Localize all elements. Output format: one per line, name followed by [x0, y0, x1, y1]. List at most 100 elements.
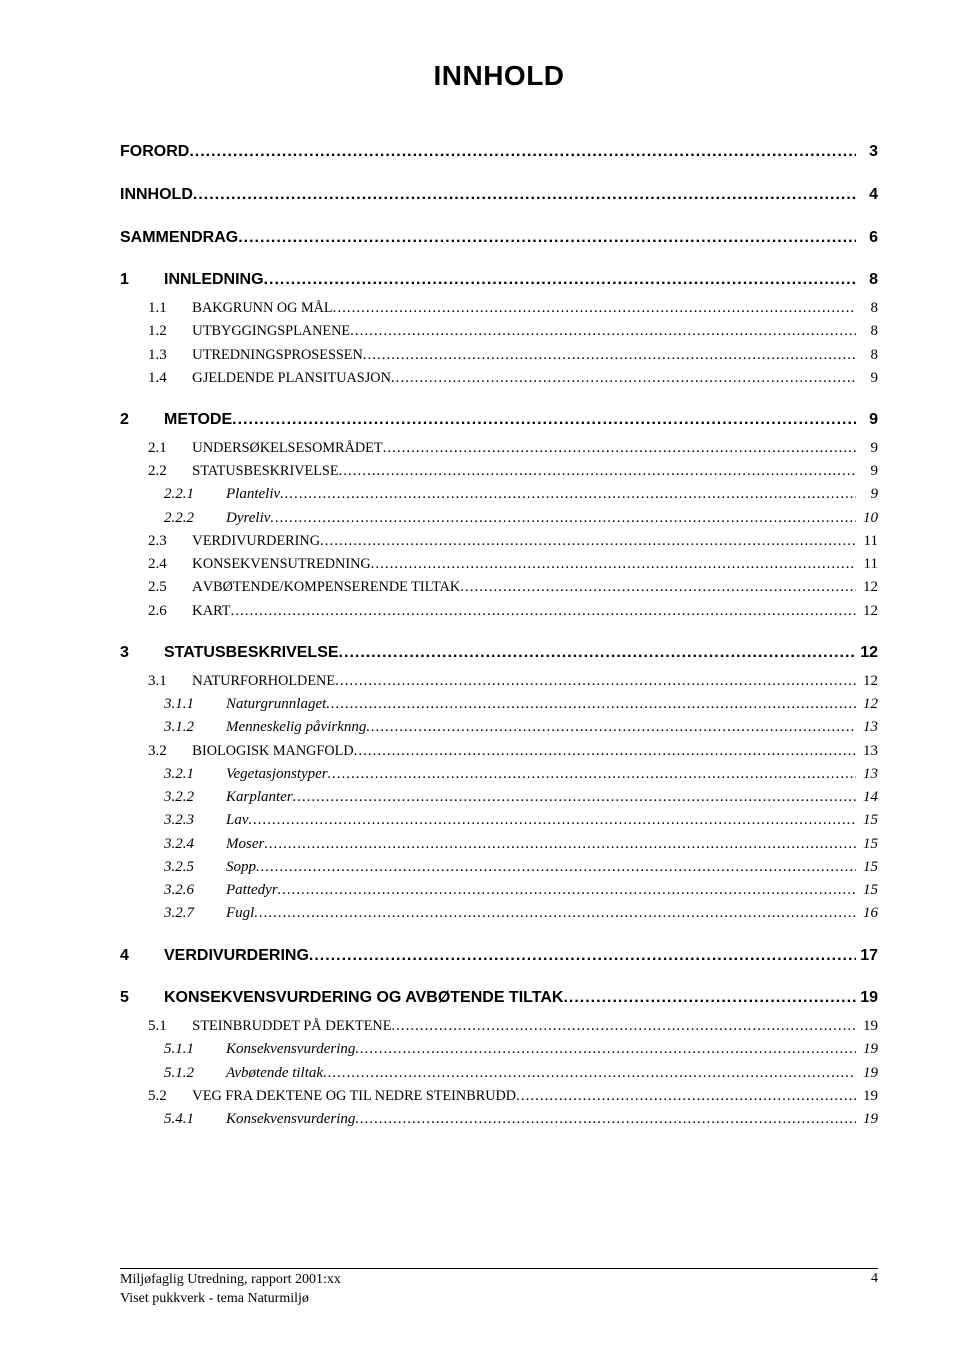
toc-entry-number: 4 [120, 944, 164, 969]
toc-entry-number: 1.1 [148, 297, 192, 320]
toc-leader [354, 740, 856, 763]
toc-entry-label: AVBØTENDE/KOMPENSERENDE TILTAK [192, 576, 460, 599]
toc-row: 1.4GJELDENDE PLANSITUASJON 9 [148, 367, 878, 390]
toc-row: 5.1STEINBRUDDET PÅ DEKTENE19 [148, 1015, 878, 1038]
toc-leader [563, 986, 856, 1011]
toc-entry-number: 3.2.5 [164, 856, 226, 879]
toc-row: 1.3UTREDNINGSPROSESSEN8 [148, 344, 878, 367]
toc-leader [355, 1038, 856, 1061]
toc-entry-label: VEG FRA DEKTENE OG TIL NEDRE STEINBRUDD [192, 1085, 516, 1108]
toc-row: 3.2.4Moser15 [164, 833, 878, 856]
toc-row: 2.2.1Planteliv9 [164, 483, 878, 506]
toc-entry-page: 19 [856, 986, 878, 1011]
toc-leader [232, 408, 856, 433]
toc-leader [238, 226, 856, 251]
toc-leader [366, 716, 856, 739]
toc-entry-page: 9 [856, 408, 878, 433]
toc-entry-page: 19 [856, 1015, 878, 1038]
toc-row: FORORD3 [120, 140, 878, 165]
page-title: INNHOLD [120, 60, 878, 92]
toc-row: 3.1.2Menneskelig påvirknng13 [164, 716, 878, 739]
toc-entry-number: 3.2.1 [164, 763, 226, 786]
toc-entry-label: UTREDNINGSPROSESSEN [192, 344, 363, 367]
toc-entry-label: Avbøtende tiltak [226, 1062, 323, 1085]
toc-entry-label: Menneskelig påvirknng [226, 716, 366, 739]
toc-leader [249, 809, 857, 832]
table-of-contents: FORORD3INNHOLD4SAMMENDRAG61INNLEDNING81.… [120, 140, 878, 1131]
toc-row: 3.2.5Sopp15 [164, 856, 878, 879]
toc-leader [335, 670, 856, 693]
toc-entry-number: 3.2.7 [164, 902, 226, 925]
toc-entry-label: Fugl [226, 902, 254, 925]
toc-leader [333, 297, 856, 320]
toc-entry-page: 15 [856, 833, 878, 856]
toc-entry-page: 16 [856, 902, 878, 925]
toc-leader [264, 268, 856, 293]
toc-leader [460, 576, 856, 599]
toc-entry-label: METODE [164, 408, 232, 433]
toc-entry-label: Naturgrunnlaget [226, 693, 326, 716]
footer-line-2: Viset pukkverk - tema Naturmiljø [120, 1290, 341, 1309]
toc-entry-page: 12 [856, 600, 878, 623]
toc-entry-number: 3.2 [148, 740, 192, 763]
toc-entry-number: 2.1 [148, 437, 192, 460]
toc-entry-label: GJELDENDE PLANSITUASJON [192, 367, 391, 390]
toc-entry-number: 5.2 [148, 1085, 192, 1108]
toc-leader [193, 183, 856, 208]
toc-entry-number: 1.4 [148, 367, 192, 390]
toc-entry-page: 12 [856, 641, 878, 666]
toc-row: 2METODE9 [120, 408, 878, 433]
toc-row: 5.1.2Avbøtende tiltak 19 [164, 1062, 878, 1085]
toc-row: 3.2.2Karplanter14 [164, 786, 878, 809]
footer-left: Miljøfaglig Utredning, rapport 2001:xx V… [120, 1271, 341, 1309]
toc-row: 2.6KART12 [148, 600, 878, 623]
toc-leader [326, 693, 856, 716]
toc-entry-page: 13 [856, 740, 878, 763]
toc-row: 3.1.1Naturgrunnlaget 12 [164, 693, 878, 716]
toc-entry-number: 3 [120, 641, 164, 666]
toc-entry-page: 12 [856, 693, 878, 716]
toc-entry-label: STEINBRUDDET PÅ DEKTENE [192, 1015, 391, 1038]
toc-leader [293, 786, 856, 809]
toc-entry-page: 19 [856, 1062, 878, 1085]
toc-entry-number: 2.4 [148, 553, 192, 576]
toc-entry-page: 10 [856, 507, 878, 530]
toc-row: 3STATUSBESKRIVELSE12 [120, 641, 878, 666]
toc-row: 1.2UTBYGGINGSPLANENE8 [148, 320, 878, 343]
toc-row: 5KONSEKVENSVURDERING OG AVBØTENDE TILTAK… [120, 986, 878, 1011]
toc-leader [320, 530, 856, 553]
toc-row: 3.1NATURFORHOLDENE12 [148, 670, 878, 693]
toc-entry-label: Pattedyr [226, 879, 278, 902]
toc-entry-number: 2.3 [148, 530, 192, 553]
toc-leader [280, 483, 856, 506]
toc-entry-page: 15 [856, 879, 878, 902]
toc-leader [391, 367, 856, 390]
toc-entry-number: 2.2.1 [164, 483, 226, 506]
toc-entry-page: 8 [856, 344, 878, 367]
toc-leader [355, 1108, 856, 1131]
toc-leader [231, 600, 857, 623]
toc-row: 2.2STATUSBESKRIVELSE9 [148, 460, 878, 483]
toc-entry-page: 15 [856, 809, 878, 832]
toc-entry-page: 12 [856, 576, 878, 599]
toc-row: 2.1UNDERSØKELSESOMRÅDET9 [148, 437, 878, 460]
toc-entry-number: 5.1.2 [164, 1062, 226, 1085]
toc-entry-page: 9 [856, 367, 878, 390]
toc-leader [270, 507, 856, 530]
toc-entry-number: 3.1.1 [164, 693, 226, 716]
toc-entry-label: KART [192, 600, 231, 623]
toc-leader [189, 140, 856, 165]
toc-entry-number: 3.2.2 [164, 786, 226, 809]
toc-entry-page: 9 [856, 437, 878, 460]
toc-entry-number: 1.2 [148, 320, 192, 343]
toc-row: 2.5AVBØTENDE/KOMPENSERENDE TILTAK12 [148, 576, 878, 599]
toc-row: 5.4.1Konsekvensvurdering19 [164, 1108, 878, 1131]
toc-entry-label: Konsekvensvurdering [226, 1038, 355, 1061]
toc-entry-page: 17 [856, 944, 878, 969]
toc-leader [264, 833, 856, 856]
toc-entry-label: Moser [226, 833, 264, 856]
toc-entry-label: BIOLOGISK MANGFOLD [192, 740, 354, 763]
toc-leader [256, 856, 856, 879]
toc-leader [516, 1085, 856, 1108]
toc-entry-label: INNHOLD [120, 183, 193, 208]
